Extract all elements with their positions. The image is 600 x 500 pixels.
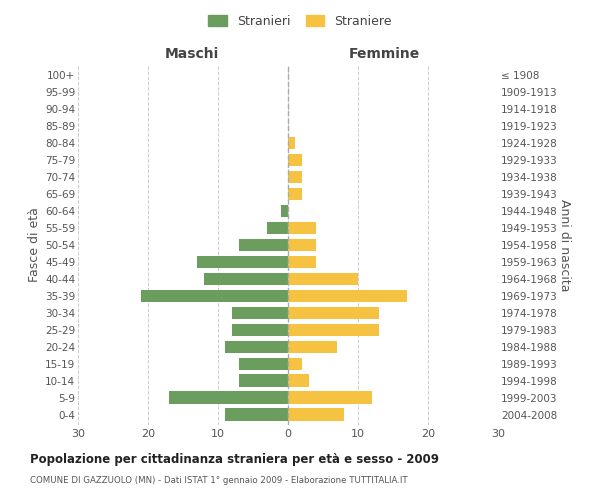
Bar bbox=[169, 392, 288, 404]
Bar bbox=[288, 238, 316, 252]
Bar bbox=[232, 306, 288, 320]
Bar bbox=[204, 272, 288, 285]
Bar bbox=[288, 324, 379, 336]
Bar bbox=[288, 170, 302, 183]
Legend: Stranieri, Straniere: Stranieri, Straniere bbox=[205, 11, 395, 32]
Y-axis label: Fasce di età: Fasce di età bbox=[28, 208, 41, 282]
Bar bbox=[288, 408, 344, 421]
Bar bbox=[288, 392, 372, 404]
Y-axis label: Anni di nascita: Anni di nascita bbox=[559, 198, 571, 291]
Bar bbox=[281, 204, 288, 218]
Text: COMUNE DI GAZZUOLO (MN) - Dati ISTAT 1° gennaio 2009 - Elaborazione TUTTITALIA.I: COMUNE DI GAZZUOLO (MN) - Dati ISTAT 1° … bbox=[30, 476, 407, 485]
Bar bbox=[288, 306, 379, 320]
Bar bbox=[288, 272, 358, 285]
Bar bbox=[239, 358, 288, 370]
Bar bbox=[197, 256, 288, 268]
Bar bbox=[225, 340, 288, 353]
Bar bbox=[225, 408, 288, 421]
Bar bbox=[267, 222, 288, 234]
Bar bbox=[288, 290, 407, 302]
Bar bbox=[288, 340, 337, 353]
Bar bbox=[288, 154, 302, 166]
Bar bbox=[288, 136, 295, 149]
Bar bbox=[288, 358, 302, 370]
Bar bbox=[141, 290, 288, 302]
Bar bbox=[239, 238, 288, 252]
Text: Popolazione per cittadinanza straniera per età e sesso - 2009: Popolazione per cittadinanza straniera p… bbox=[30, 452, 439, 466]
Bar bbox=[232, 324, 288, 336]
Text: Femmine: Femmine bbox=[349, 48, 420, 62]
Bar bbox=[288, 374, 309, 387]
Text: Maschi: Maschi bbox=[164, 48, 218, 62]
Bar bbox=[239, 374, 288, 387]
Bar bbox=[288, 188, 302, 200]
Bar bbox=[288, 256, 316, 268]
Bar bbox=[288, 222, 316, 234]
